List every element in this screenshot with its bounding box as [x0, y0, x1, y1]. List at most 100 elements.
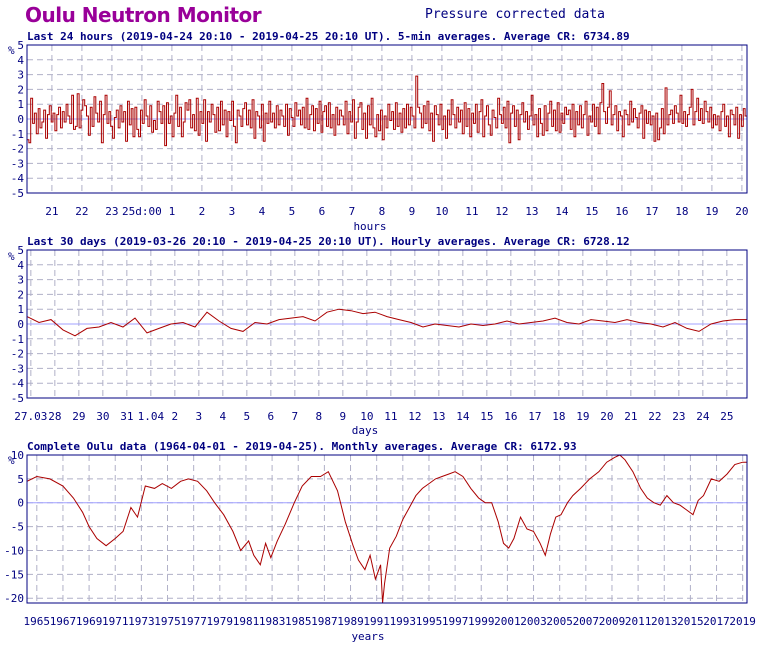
x-tick-label: 2013	[651, 615, 678, 628]
x-tick-label: 10	[360, 410, 373, 423]
plot-frame	[26, 249, 748, 399]
x-tick-label: 1975	[154, 615, 181, 628]
series-line	[27, 75, 747, 147]
panel-30d-xlabel: days	[352, 424, 379, 437]
page-subtitle: Pressure corrected data	[425, 7, 606, 22]
x-tick-label: 18	[552, 410, 565, 423]
x-tick-label: 9	[340, 410, 347, 423]
x-tick-label: 2007	[573, 615, 600, 628]
y-tick-label: -15	[4, 568, 24, 581]
x-tick-label: 2005	[546, 615, 573, 628]
x-tick-label: 12	[408, 410, 421, 423]
x-tick-label: 16	[504, 410, 517, 423]
x-tick-label: 1973	[128, 615, 155, 628]
x-tick-label: 5	[244, 410, 251, 423]
x-tick-label: 7	[349, 205, 356, 218]
x-tick-label: 3	[229, 205, 236, 218]
plot-frame	[26, 44, 748, 194]
x-tick-label: 2011	[625, 615, 652, 628]
panel-30d-frame	[26, 249, 748, 399]
x-tick-label: 20	[600, 410, 613, 423]
panel-24h-series	[27, 75, 747, 147]
panel-30d-xticks: 27.03 28 29 30 31 1.04 2 3 4 5 6 7 8 9 10 11 12 13 14 15 16 1…	[14, 410, 733, 423]
x-tick-label: 1971	[102, 615, 129, 628]
x-tick-label: 4	[259, 205, 266, 218]
y-tick-label: -2	[11, 143, 24, 156]
x-tick-label: 1991	[363, 615, 390, 628]
panel-complete-series	[26, 454, 747, 604]
y-tick-label: 2	[17, 83, 24, 96]
x-tick-label: 19	[576, 410, 589, 423]
x-tick-label: 3	[196, 410, 203, 423]
x-tick-label: 6	[268, 410, 275, 423]
panel-complete-frame	[26, 454, 748, 604]
x-tick-label: 31	[120, 410, 133, 423]
y-tick-label: 5	[17, 244, 24, 257]
x-tick-label: 2015	[677, 615, 704, 628]
x-tick-label: 24	[696, 410, 710, 423]
plot-frame	[26, 454, 748, 604]
x-tick-label: 2019	[729, 615, 756, 628]
y-tick-label: 4	[17, 54, 24, 67]
x-tick-label: 1993	[390, 615, 417, 628]
y-tick-label: 3	[17, 274, 24, 287]
x-tick-label: 20	[735, 205, 748, 218]
x-tick-label: 21	[624, 410, 637, 423]
x-tick-label: 1981	[233, 615, 260, 628]
panel-complete-title: Complete Oulu data (1964-04-01 - 2019-04…	[27, 440, 577, 453]
x-tick-label: 1977	[180, 615, 207, 628]
y-tick-label: 10	[11, 449, 24, 462]
x-tick-label: 22	[648, 410, 661, 423]
x-tick-label: 13	[525, 205, 538, 218]
panel-complete-xticks: 1965 1967 1969 1971 1973 1975 1977 1979 1981 1983…	[24, 615, 756, 628]
x-tick-label: 25d:00	[122, 205, 162, 218]
y-tick-label: 4	[17, 259, 24, 272]
x-tick-label: 1985	[285, 615, 312, 628]
x-tick-label: 1995	[416, 615, 443, 628]
series-line	[26, 308, 747, 337]
x-tick-label: 25	[720, 410, 733, 423]
panel-24h-frame	[26, 44, 748, 194]
x-tick-label: 1	[169, 205, 176, 218]
panel-24h: Last 24 hours (2019-04-24 20:10 - 2019-0…	[8, 30, 749, 233]
x-tick-label: 1965	[24, 615, 51, 628]
x-tick-label: 1987	[311, 615, 338, 628]
x-tick-label: 7	[292, 410, 299, 423]
y-tick-label: -4	[11, 172, 25, 185]
x-tick-label: 12	[495, 205, 508, 218]
y-tick-label: -20	[4, 592, 24, 605]
x-tick-label: 8	[379, 205, 386, 218]
x-tick-label: 17	[528, 410, 541, 423]
panel-complete-yticks: -20 -15 -10 -5 0 5 10	[4, 449, 24, 605]
panel-24h-xticks: 21 22 23 25d:00 1 2 3 4 5 6 7 8 9 10 11 12 13 14 15 16 17 18 1…	[45, 205, 748, 218]
y-tick-label: 0	[17, 318, 24, 331]
page-title: Oulu Neutron Monitor	[25, 3, 262, 27]
panel-30d-ylabel: %	[8, 250, 15, 263]
x-tick-label: 1979	[207, 615, 234, 628]
y-tick-label: -3	[11, 362, 24, 375]
panel-30d: Last 30 days (2019-03-26 20:10 - 2019-04…	[8, 235, 748, 437]
x-tick-label: 1999	[468, 615, 495, 628]
x-tick-label: 4	[220, 410, 227, 423]
x-tick-label: 15	[480, 410, 493, 423]
y-tick-label: -5	[11, 187, 24, 200]
x-tick-label: 1969	[76, 615, 103, 628]
y-tick-label: -5	[11, 392, 24, 405]
panel-complete-xlabel: years	[351, 630, 384, 643]
x-tick-label: 21	[45, 205, 58, 218]
x-tick-label: 2003	[520, 615, 547, 628]
panel-24h-xlabel: hours	[353, 220, 386, 233]
x-tick-label: 17	[645, 205, 658, 218]
y-tick-label: 1	[17, 303, 24, 316]
series-line	[26, 454, 747, 604]
x-tick-label: 2	[199, 205, 206, 218]
x-tick-label: 6	[319, 205, 326, 218]
y-tick-label: 0	[17, 497, 24, 510]
x-tick-label: 9	[409, 205, 416, 218]
y-tick-label: -4	[11, 377, 25, 390]
panel-complete-ylabel: %	[8, 454, 15, 467]
x-tick-label: 11	[384, 410, 397, 423]
y-tick-label: 2	[17, 288, 24, 301]
x-tick-label: 28	[48, 410, 61, 423]
